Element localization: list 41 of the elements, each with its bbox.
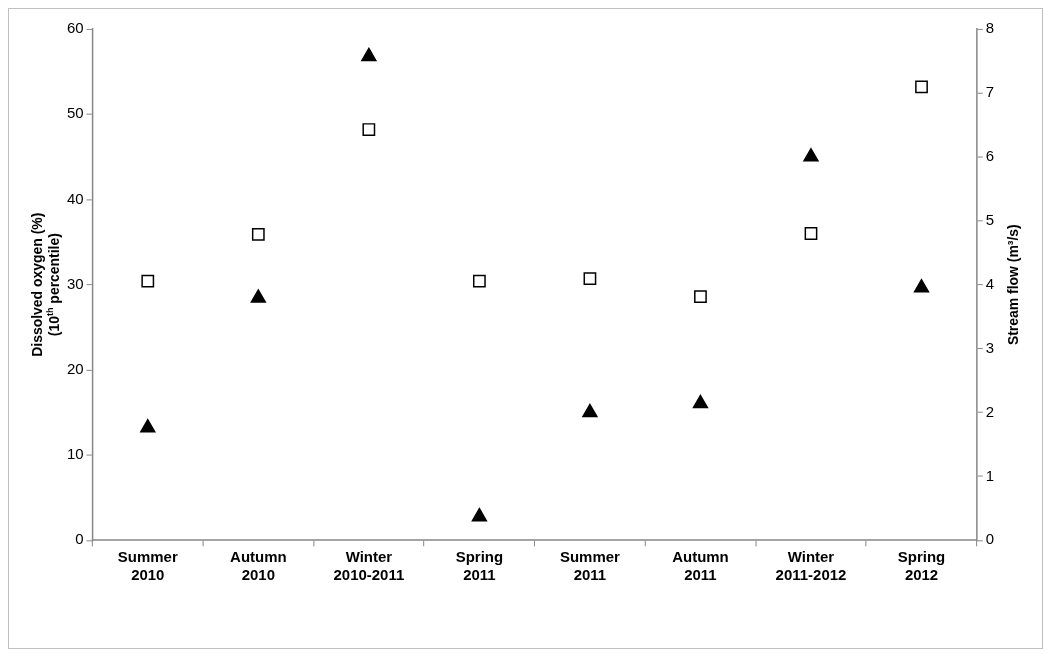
y2-tick-label: 3 — [985, 338, 995, 356]
point — [692, 394, 709, 409]
point — [472, 274, 486, 288]
x-tick-label: Autumn 2010 — [230, 548, 287, 584]
point — [582, 403, 598, 418]
y2-tick-label: 8 — [985, 19, 995, 37]
y-tick-label: 60 — [66, 19, 84, 37]
y2-tick-label: 7 — [985, 83, 995, 100]
point — [803, 148, 819, 162]
x-tick-label: Winter 2011-2012 — [775, 548, 847, 584]
y-tick-label: 20 — [66, 360, 84, 377]
y-tick-label: 0 — [75, 530, 84, 548]
point — [251, 227, 265, 241]
y-tick-label: 10 — [66, 445, 84, 463]
y-tick-label: 50 — [66, 104, 84, 122]
y2-tick-label: 0 — [985, 530, 995, 548]
x-tick-label: Summer 2010 — [117, 548, 178, 584]
y2-tick-label: 6 — [985, 146, 995, 164]
point — [140, 419, 156, 433]
x-tick-label: Winter 2010-2011 — [333, 548, 405, 584]
y2-tick-label: 2 — [985, 402, 995, 420]
point — [362, 123, 376, 136]
y-tick-label: 40 — [66, 189, 84, 207]
point — [583, 272, 597, 286]
point — [141, 274, 155, 288]
point — [361, 47, 377, 62]
point — [804, 227, 818, 240]
y2-tick-label: 4 — [985, 274, 995, 292]
point — [915, 80, 928, 94]
point — [694, 290, 707, 303]
y2-tick-label: 5 — [985, 210, 995, 228]
x-tick-label: Autumn 2011 — [672, 548, 729, 584]
y2-axis-title: Stream flow (m³/s) — [1004, 224, 1021, 346]
y2-tick-label: 1 — [985, 466, 995, 484]
y-tick-label: 30 — [66, 274, 84, 292]
point — [471, 507, 488, 522]
x-tick-label: Spring 2011 — [455, 548, 504, 584]
x-tick-label: Spring 2012 — [897, 548, 946, 584]
x-tick-label: Summer 2011 — [559, 548, 621, 584]
point — [913, 279, 930, 293]
point — [250, 289, 266, 303]
